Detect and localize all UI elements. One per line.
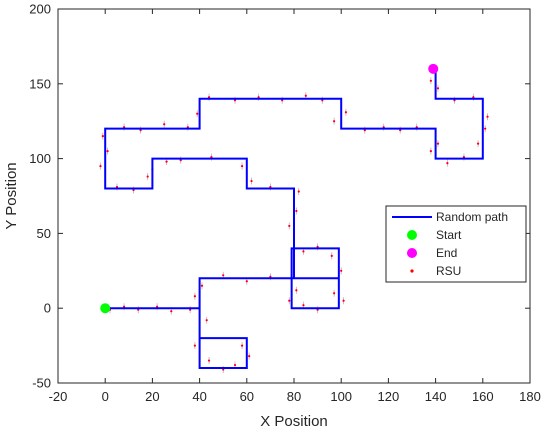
y-tick-label: 150	[29, 76, 51, 91]
rsu-point	[245, 280, 248, 283]
ticks: -20 0 20 40 60 80 100 120 140 160 180 -50 0 50 100 150 2…	[29, 2, 541, 405]
rsu-point	[288, 299, 291, 302]
legend-label-end: End	[436, 246, 457, 260]
x-tick-label: 80	[287, 389, 301, 404]
x-tick-label: 120	[378, 389, 400, 404]
x-axis-label: X Position	[260, 413, 328, 430]
y-tick-label: 50	[37, 226, 51, 241]
rsu-point	[248, 354, 251, 358]
x-tick-label: 40	[192, 389, 206, 404]
rsu-point	[233, 363, 237, 367]
rsu-point	[207, 359, 211, 362]
rsu-point	[170, 310, 173, 313]
y-tick-label: 100	[29, 151, 51, 166]
rsu-point	[302, 304, 305, 307]
x-tick-label: 180	[519, 389, 541, 404]
rsu-point	[165, 160, 168, 163]
y-tick-label: 200	[29, 2, 51, 17]
random-path-line	[104, 68, 484, 370]
rsu-point	[446, 161, 449, 165]
rsu-point	[240, 164, 244, 168]
legend-start-swatch	[407, 230, 417, 240]
rsu-point	[205, 319, 208, 322]
rsu-point	[333, 120, 336, 123]
x-tick-label: 160	[472, 389, 494, 404]
rsu-point	[163, 123, 166, 126]
legend: Random path Start End RSU	[385, 205, 527, 283]
legend-box	[385, 205, 527, 283]
y-tick-label: -50	[32, 376, 51, 391]
end-marker	[428, 63, 439, 74]
x-tick-label: 60	[240, 389, 254, 404]
legend-rsu-swatch	[410, 269, 414, 273]
legend-end-swatch	[407, 248, 417, 258]
rsu-point	[476, 142, 480, 145]
rsu-point	[106, 150, 109, 153]
legend-label-rsu: RSU	[436, 264, 461, 278]
rsu-point	[288, 224, 291, 228]
rsu-point	[340, 269, 343, 272]
y-tick-label: 0	[44, 301, 51, 316]
y-axis-label: Y Position	[3, 162, 20, 229]
rsu-point	[330, 254, 333, 257]
rsu-point	[196, 112, 199, 115]
axes-box	[57, 8, 531, 384]
rsu-point	[295, 209, 298, 213]
rsu-point	[342, 299, 345, 302]
legend-label-start: Start	[436, 228, 462, 242]
rsu-point	[240, 344, 244, 347]
x-tick-label: -20	[49, 389, 68, 404]
rsu-point	[344, 111, 348, 114]
x-tick-label: 100	[330, 389, 352, 404]
rsu-point	[146, 175, 149, 178]
rsu-point	[333, 292, 336, 295]
rsu-point	[302, 250, 305, 253]
rsu-point	[222, 274, 225, 277]
rsu-point	[250, 179, 253, 183]
x-tick-label: 20	[145, 389, 159, 404]
rsu-point	[200, 284, 204, 287]
rsu-point	[297, 190, 300, 193]
rsu-point	[295, 289, 298, 292]
rsu-point	[436, 87, 440, 90]
rsu-point	[436, 142, 440, 145]
rsu-point	[193, 344, 196, 347]
rsu-point	[99, 164, 102, 168]
rsu-point	[193, 295, 196, 298]
rsu-point	[304, 94, 307, 97]
x-tick-label: 140	[425, 389, 447, 404]
rsu-point	[486, 115, 489, 118]
x-tick-label: 0	[102, 389, 109, 404]
rsu-point	[429, 79, 432, 82]
start-marker	[100, 303, 111, 314]
rsu-point	[429, 150, 432, 153]
rsu-point	[101, 135, 104, 138]
rsu-point	[484, 127, 487, 130]
legend-label-path: Random path	[436, 210, 508, 224]
axes	[57, 8, 531, 384]
